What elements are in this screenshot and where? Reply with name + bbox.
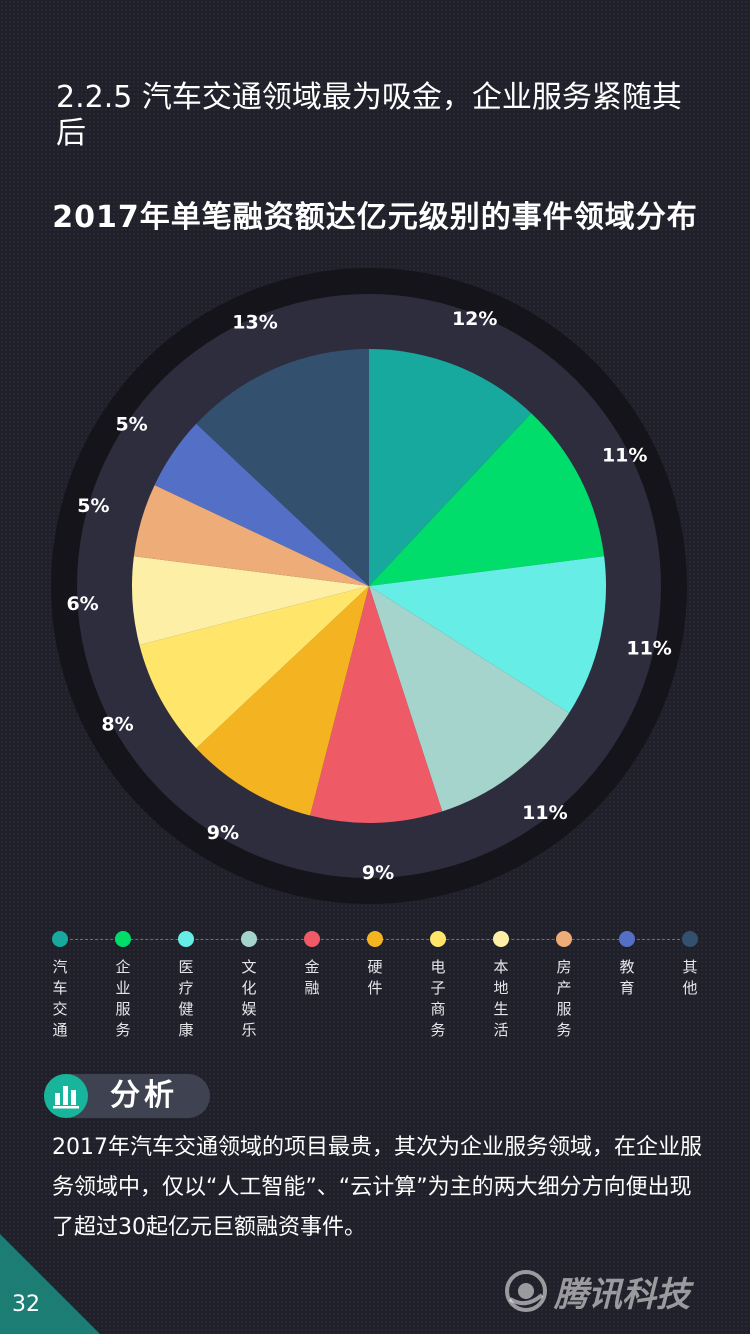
- legend-swatch: [430, 931, 446, 947]
- legend-label: 房产服务: [556, 958, 572, 1039]
- legend-item: 企业服务: [103, 928, 143, 1041]
- pie-slice: [369, 586, 570, 812]
- legend-label: 汽车交通: [52, 958, 68, 1039]
- chart-title: 2017年单笔融资额达亿元级别的事件领域分布: [52, 200, 698, 235]
- data-label: 11%: [522, 802, 567, 824]
- data-label: 13%: [232, 312, 277, 334]
- bar-chart-icon: [44, 1074, 88, 1118]
- legend-item: 医疗健康: [166, 928, 206, 1041]
- legend-swatch: [178, 931, 194, 947]
- legend-swatch: [556, 931, 572, 947]
- data-label: 9%: [207, 822, 239, 844]
- data-label: 11%: [602, 445, 647, 467]
- pie-slice: [132, 556, 369, 645]
- analysis-text: 2017年汽车交通领域的项目最贵，其次为企业服务领域，在企业服务领域中，仅以“人…: [52, 1135, 702, 1240]
- legend-item: 其他: [670, 928, 710, 999]
- brand-logo: 腾讯科技: [504, 1266, 734, 1316]
- data-label: 12%: [452, 308, 497, 330]
- data-label: 8%: [101, 713, 133, 735]
- legend-item: 文化娱乐: [229, 928, 269, 1041]
- legend-swatch: [52, 931, 68, 947]
- legend-swatch: [619, 931, 635, 947]
- tencent-logo-icon: [505, 1270, 547, 1312]
- corner-decoration: [0, 1234, 100, 1334]
- analysis-badge: 分析: [44, 1074, 210, 1118]
- pie-slice: [139, 586, 369, 749]
- legend-item: 汽车交通: [40, 928, 80, 1041]
- pie-slice: [196, 349, 369, 586]
- data-label: 6%: [66, 593, 98, 615]
- section-title: 2.2.5 汽车交通领域最为吸金，企业服务紧随其后: [56, 80, 682, 151]
- legend-item: 房产服务: [544, 928, 584, 1041]
- pie-slice: [154, 423, 369, 586]
- legend-item: 金融: [292, 928, 332, 999]
- legend: 汽车交通 企业服务 医疗健康 文化娱乐 金融 硬件 电子商务 本地生活 房产服务 教育 其他: [26, 928, 724, 1048]
- data-label: 5%: [77, 495, 109, 517]
- page-number: 32: [12, 1292, 40, 1317]
- data-label: 11%: [626, 638, 671, 660]
- data-label: 9%: [362, 862, 394, 884]
- legend-label: 教育: [619, 958, 635, 997]
- legend-label: 医疗健康: [178, 958, 194, 1039]
- legend-label: 本地生活: [493, 958, 509, 1039]
- legend-label: 金融: [304, 958, 320, 997]
- pie-chart: 12% 11% 11% 11% 9% 9% 8% 6% 5% 5% 13%: [51, 268, 687, 904]
- brand-text: 腾讯科技: [554, 1274, 690, 1315]
- legend-label: 电子商务: [430, 958, 446, 1039]
- pie-slice: [369, 349, 532, 586]
- legend-swatch: [682, 931, 698, 947]
- data-label: 5%: [115, 414, 147, 436]
- legend-swatch: [304, 931, 320, 947]
- legend-item: 教育: [607, 928, 647, 999]
- pie-slice: [369, 556, 606, 713]
- legend-swatch: [115, 931, 131, 947]
- analysis-label: 分析: [110, 1078, 178, 1113]
- legend-swatch: [241, 931, 257, 947]
- legend-label: 其他: [682, 958, 698, 997]
- legend-item: 本地生活: [481, 928, 521, 1041]
- legend-swatch: [493, 931, 509, 947]
- legend-label: 文化娱乐: [241, 958, 257, 1039]
- legend-swatch: [367, 931, 383, 947]
- pie-slice: [133, 485, 369, 586]
- legend-label: 企业服务: [115, 958, 131, 1039]
- legend-item: 硬件: [355, 928, 395, 999]
- pie-slice: [369, 413, 605, 586]
- pie-slice: [196, 586, 369, 816]
- legend-label: 硬件: [367, 958, 383, 997]
- pie-slice: [310, 586, 443, 823]
- legend-item: 电子商务: [418, 928, 458, 1041]
